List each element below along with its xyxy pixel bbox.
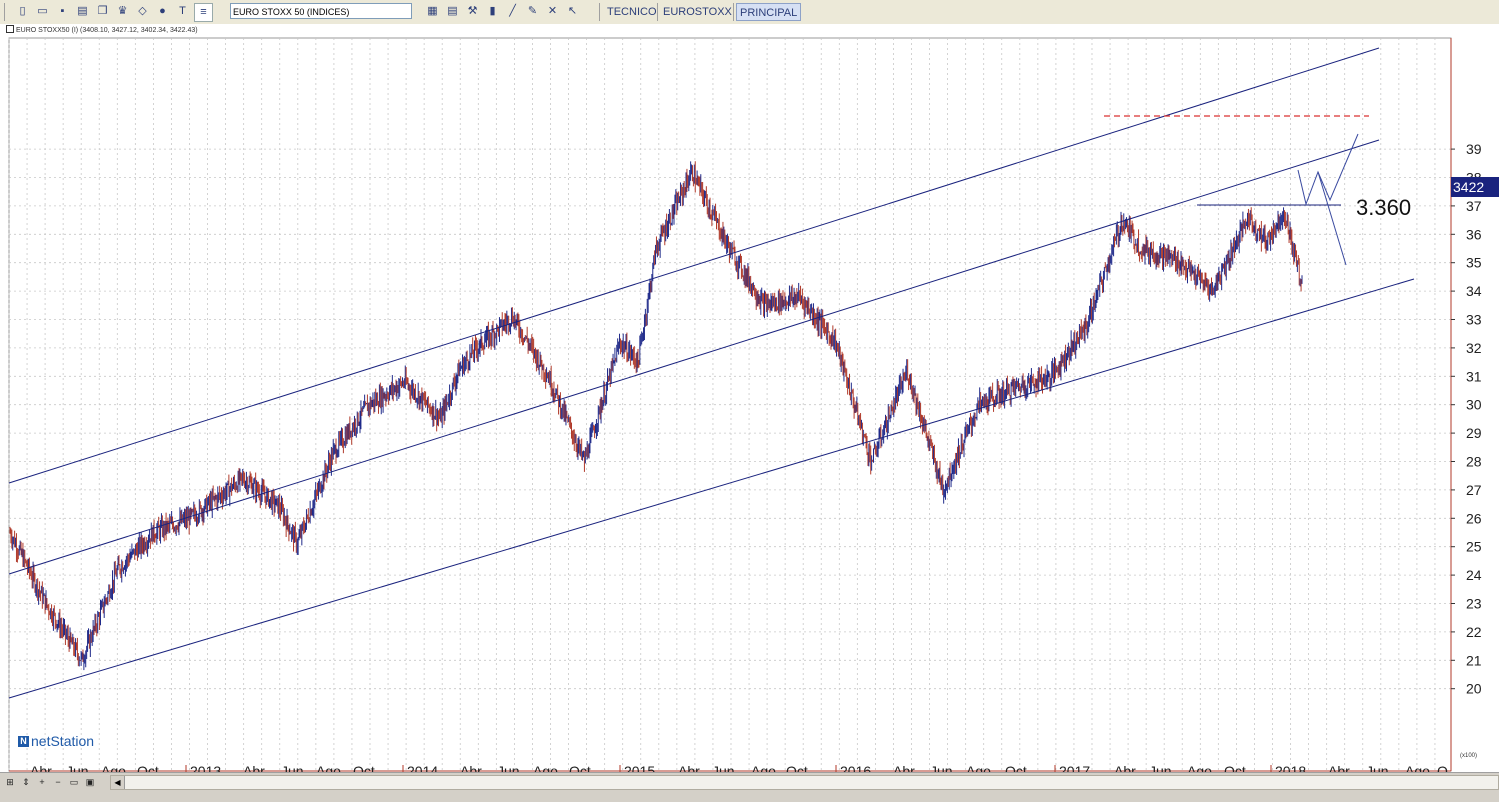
toolbar-grip xyxy=(4,3,5,21)
price-tick-label: 37 xyxy=(1466,198,1482,214)
color-palette-icon[interactable]: ● xyxy=(159,5,166,17)
scale-unit-label: (x100) xyxy=(1460,753,1477,759)
price-chart[interactable]: 3.360 20 21 22 23 24 25 26 27 28 29 30 31 32 33 34 35 36… xyxy=(0,24,1499,801)
list-icon[interactable]: ≡ xyxy=(194,3,213,22)
eraser-icon[interactable]: ◇ xyxy=(138,5,147,17)
zoom-out-icon[interactable]: − xyxy=(55,777,61,787)
chart-caption: EURO STOXX50 (I) (3408.10, 3427.12, 3402… xyxy=(6,25,198,34)
channel-middle-line[interactable] xyxy=(8,139,1380,575)
toolbar: ▯ ▭ ▪ ▤ ❐ ♛ ◇ ● T ≡ EURO STOXX 50 (INDICES) ▦ ▤ ⚒ ▮ ╱ ✎ ✕… xyxy=(0,0,1499,25)
cross-icon[interactable]: ✕ xyxy=(547,5,558,17)
tab-principal[interactable]: PRINCIPAL xyxy=(736,3,802,21)
price-tick-label: 27 xyxy=(1466,482,1482,498)
channel-upper-line[interactable] xyxy=(8,47,1380,484)
open-icon[interactable]: ▭ xyxy=(37,5,48,17)
fit-icon[interactable]: ▭ xyxy=(69,777,79,787)
price-tick-label: 39 xyxy=(1466,141,1482,157)
tab-separator xyxy=(733,3,734,21)
last-price-badge xyxy=(1451,177,1499,197)
cursor-icon[interactable]: ↖ xyxy=(567,5,578,17)
price-tick-label: 25 xyxy=(1466,539,1482,555)
time-tick-label: O xyxy=(1437,763,1448,779)
trophy-icon[interactable]: ♛ xyxy=(117,5,128,17)
tab-separator xyxy=(657,3,658,21)
chart-caption-text: EURO STOXX50 (I) (3408.10, 3427.12, 3402… xyxy=(16,27,198,34)
price-tick-label: 32 xyxy=(1466,340,1482,356)
price-tick-label: 31 xyxy=(1466,368,1482,384)
new-icon[interactable]: ▯ xyxy=(19,5,26,17)
price-tick-label: 36 xyxy=(1466,226,1482,242)
candles-icon[interactable]: ▮ xyxy=(489,5,496,17)
netstation-logo-icon: N xyxy=(18,735,29,747)
horizontal-scrollbar[interactable]: ◀ xyxy=(110,775,1499,790)
channel-lower-line[interactable] xyxy=(8,278,1415,699)
expand-icon[interactable]: ⇕ xyxy=(22,777,30,787)
symbol-input[interactable]: EURO STOXX 50 (INDICES) xyxy=(230,3,412,19)
copy-icon[interactable]: ❐ xyxy=(97,5,108,17)
tab-eurostoxx[interactable]: EUROSTOXX xyxy=(663,6,732,18)
print-icon[interactable]: ▤ xyxy=(77,5,88,17)
line-chart-icon[interactable]: ╱ xyxy=(509,5,516,17)
price-tick-label: 33 xyxy=(1466,312,1482,328)
bar-chart-icon[interactable]: ▦ xyxy=(427,5,438,17)
price-tick-label: 34 xyxy=(1466,283,1482,299)
zoom-icon[interactable]: ⊞ xyxy=(6,777,14,787)
brand-name: netStation xyxy=(31,733,95,749)
price-tick-label: 21 xyxy=(1466,652,1482,668)
price-axis xyxy=(1451,38,1499,771)
window-icon[interactable]: ▣ xyxy=(85,777,95,787)
layout-icon[interactable]: ▤ xyxy=(447,5,458,17)
tab-tecnico[interactable]: TECNICO xyxy=(607,6,657,18)
price-tick-label: 35 xyxy=(1466,255,1482,271)
price-tick-label: 24 xyxy=(1466,567,1482,583)
projection-bear-path[interactable] xyxy=(1317,171,1347,266)
price-tick-label: 26 xyxy=(1466,510,1482,526)
zoom-in-icon[interactable]: + xyxy=(39,777,45,787)
chart-panel: EURO STOXX50 (I) (3408.10, 3427.12, 3402… xyxy=(0,24,1499,801)
target-level-label: 3.360 xyxy=(1356,195,1411,220)
chart-menu-icon[interactable] xyxy=(6,25,14,33)
price-tick-label: 23 xyxy=(1466,596,1482,612)
text-tool-icon[interactable]: T xyxy=(179,5,186,17)
price-tick-label: 28 xyxy=(1466,454,1482,470)
last-price-label: 3422 xyxy=(1453,179,1484,195)
scroll-left-icon[interactable]: ◀ xyxy=(111,776,125,789)
save-icon[interactable]: ▪ xyxy=(60,5,65,17)
price-tick-label: 29 xyxy=(1466,425,1482,441)
tools-icon[interactable]: ⚒ xyxy=(467,5,478,17)
price-tick-label: 22 xyxy=(1466,624,1482,640)
price-tick-label: 20 xyxy=(1466,681,1482,697)
toolbar-separator xyxy=(599,3,600,21)
price-tick-label: 30 xyxy=(1466,397,1482,413)
bottom-bar: ⊞ ⇕ + − ▭ ▣ ◀ xyxy=(0,772,1499,802)
draw-icon[interactable]: ✎ xyxy=(527,5,538,17)
